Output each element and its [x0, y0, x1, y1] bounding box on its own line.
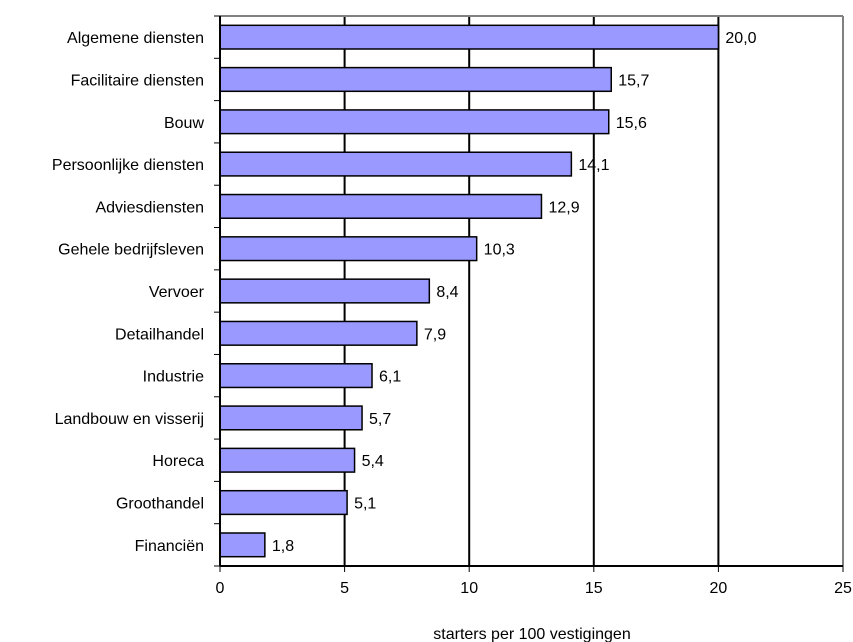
bar [219, 24, 720, 50]
data-label: 1,8 [272, 538, 294, 555]
data-label: 15,7 [618, 72, 649, 89]
bar [219, 489, 348, 516]
bar [219, 447, 356, 473]
category-label: Horeca [152, 453, 204, 470]
bar [219, 109, 610, 135]
data-label: 6,1 [379, 369, 401, 386]
bar [219, 193, 543, 219]
data-label: 14,1 [578, 157, 609, 174]
category-label: Detailhandel [115, 326, 204, 343]
x-tick-label: 25 [834, 580, 852, 597]
category-labels: Algemene diensten Facilitaire diensten Bou… [52, 30, 205, 555]
data-label: 20,0 [725, 30, 756, 47]
bar [219, 236, 478, 262]
data-label: 5,7 [369, 411, 391, 428]
bar [219, 320, 418, 346]
data-label: 8,4 [436, 284, 458, 301]
bar [219, 405, 363, 431]
category-label: Vervoer [149, 284, 205, 301]
category-label: Gehele bedrijfsleven [58, 242, 204, 259]
category-label: Groothandel [116, 496, 204, 513]
category-label: Industrie [143, 369, 204, 386]
bar [219, 363, 373, 389]
data-label: 7,9 [424, 326, 446, 343]
x-axis-title: starters per 100 vestigingen [433, 626, 630, 642]
data-label: 15,6 [616, 115, 647, 132]
data-label: 5,4 [362, 453, 384, 470]
category-label: Financiën [135, 538, 204, 555]
x-tick-label: 5 [340, 580, 349, 597]
bar [219, 532, 266, 558]
bar [219, 278, 431, 304]
axes [214, 15, 844, 572]
category-label: Persoonlijke diensten [52, 157, 204, 174]
bar [219, 151, 573, 177]
bars [219, 24, 720, 558]
data-label: 5,1 [354, 496, 376, 513]
value-labels: 20,0 15,7 15,6 14,1 12,9 10,3 8,4 7,9 6,1 5,7 5,4 5… [272, 30, 757, 555]
data-label: 12,9 [548, 199, 579, 216]
bar [219, 66, 612, 93]
x-tick-label: 20 [710, 580, 728, 597]
x-tick-labels: 0 5 10 15 20 25 [216, 580, 852, 597]
data-label: 10,3 [484, 242, 515, 259]
x-tick-label: 15 [585, 580, 603, 597]
x-tick-label: 0 [216, 580, 225, 597]
category-label: Facilitaire diensten [71, 72, 204, 89]
category-label: Adviesdiensten [95, 199, 204, 216]
category-label: Bouw [164, 115, 204, 132]
x-tick-label: 10 [460, 580, 478, 597]
category-label: Landbouw en visserij [55, 411, 204, 428]
category-label: Algemene diensten [67, 30, 204, 47]
